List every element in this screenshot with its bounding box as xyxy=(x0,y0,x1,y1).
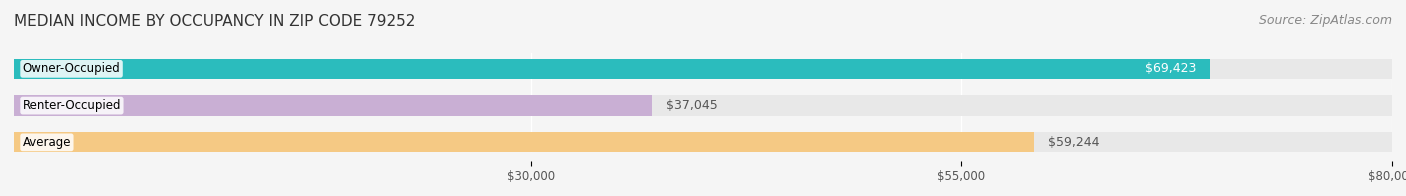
Text: Owner-Occupied: Owner-Occupied xyxy=(22,62,121,75)
Text: Average: Average xyxy=(22,136,72,149)
Bar xyxy=(14,59,1209,79)
Bar xyxy=(14,59,1392,79)
Bar xyxy=(14,132,1035,152)
Text: Source: ZipAtlas.com: Source: ZipAtlas.com xyxy=(1258,14,1392,27)
Bar xyxy=(14,132,1392,152)
Text: Renter-Occupied: Renter-Occupied xyxy=(22,99,121,112)
Text: $69,423: $69,423 xyxy=(1144,62,1197,75)
Bar xyxy=(14,95,1392,116)
Text: $59,244: $59,244 xyxy=(1049,136,1099,149)
Text: $37,045: $37,045 xyxy=(666,99,717,112)
Text: MEDIAN INCOME BY OCCUPANCY IN ZIP CODE 79252: MEDIAN INCOME BY OCCUPANCY IN ZIP CODE 7… xyxy=(14,14,415,29)
Bar xyxy=(14,95,652,116)
